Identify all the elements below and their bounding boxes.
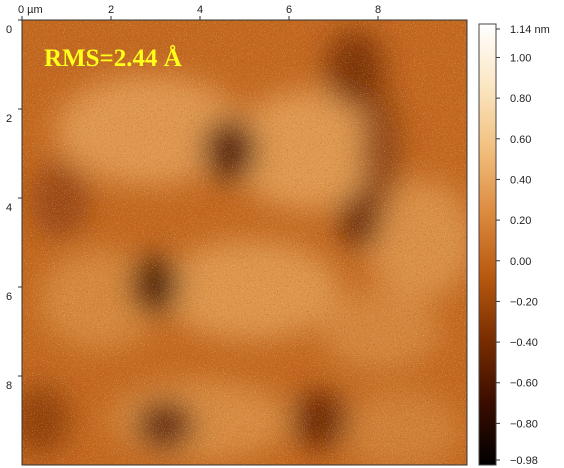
y-tick-label: 2 — [6, 113, 12, 125]
x-tick-label: 2 — [108, 4, 114, 16]
colorbar-tick-label: 0.00 — [510, 256, 531, 268]
map-frame — [21, 19, 468, 466]
colorbar-tick-label: 1.14 nm — [510, 24, 550, 36]
rms-annotation: RMS=2.44 Å — [44, 44, 182, 72]
colorbar-tick-label: −0.40 — [510, 337, 538, 349]
colorbar-tick-label: −0.60 — [510, 378, 538, 390]
y-tick-label: 4 — [6, 202, 12, 214]
colorbar-ticks: 1.14 nm 1.00 0.80 0.60 0.40 0.20 0.00 −0.20 −0.4… — [496, 24, 550, 467]
y-tick-label: 6 — [6, 291, 12, 303]
colorbar-tick-label: 0.60 — [510, 134, 531, 146]
y-tick-label: 0 — [6, 24, 12, 36]
colorbar-tick-label: −0.20 — [510, 296, 538, 308]
x-tick-label: 6 — [286, 4, 292, 16]
y-tick-label: 8 — [6, 380, 12, 392]
colorbar-tick-label: 0.40 — [510, 174, 531, 186]
x-tick-label: 0 µm — [18, 4, 43, 16]
colorbar — [478, 23, 497, 466]
x-tick-label: 4 — [197, 4, 203, 16]
y-axis: 0 2 4 6 8 — [6, 19, 22, 392]
colorbar-tick-label: 0.20 — [510, 215, 531, 227]
x-axis: 0 µm 2 4 6 8 — [18, 4, 381, 20]
colorbar-tick-label: −0.80 — [510, 418, 538, 430]
height-map — [22, 20, 467, 465]
x-tick-label: 8 — [375, 4, 381, 16]
colorbar-tick-label: −0.98 — [510, 455, 538, 467]
colorbar-tick-label: 0.80 — [510, 93, 531, 105]
colorbar-tick-label: 1.00 — [510, 52, 531, 64]
